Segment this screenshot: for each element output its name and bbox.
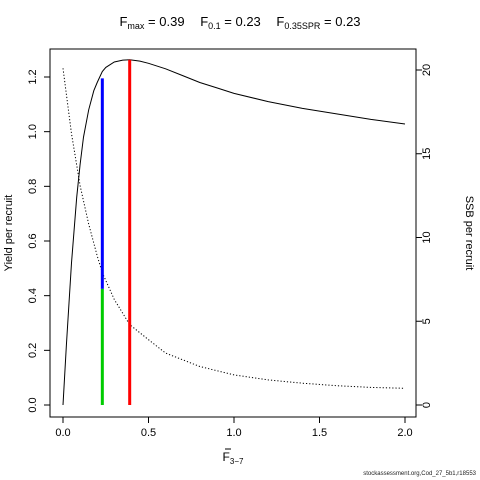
y-left-tick-label: 0.2 xyxy=(27,343,39,358)
x-tick-label: 2.0 xyxy=(397,427,412,439)
y-right-tick-label: 10 xyxy=(421,231,433,243)
x-tick-label: 1.0 xyxy=(226,427,241,439)
y-right-tick-label: 5 xyxy=(421,318,433,324)
x-tick-label: 0.5 xyxy=(141,427,156,439)
fspr-term: F0.35SPR = 0.23 xyxy=(276,14,361,31)
plot-frame xyxy=(49,48,417,418)
y-right-tick-label: 0 xyxy=(421,402,433,408)
x-axis-title: F3−7 xyxy=(223,450,244,466)
yield-per-recruit-line xyxy=(62,59,406,406)
y-left-tick-label: 0.8 xyxy=(27,179,39,194)
y-left-tick-label: 1.2 xyxy=(27,69,39,84)
y-right-axis-title: SSB per recruit xyxy=(463,196,475,271)
y-left-tick-label: 1.0 xyxy=(27,124,39,139)
source-footer: stockassessment.org,Cod_27_5b1,r18553 xyxy=(363,471,476,477)
fmax-term: Fmax = 0.39 xyxy=(119,14,185,31)
x-tick-label: 1.5 xyxy=(312,427,327,439)
f01-term: F0.1 = 0.23 xyxy=(200,14,261,31)
y-left-tick-label: 0.4 xyxy=(27,288,39,303)
y-left-tick-label: 0.6 xyxy=(27,233,39,248)
y-left-tick-label: 0.0 xyxy=(27,397,39,412)
y-left-axis-title: Yield per recruit xyxy=(3,195,15,272)
chart-title: Fmax = 0.39 F0.1 = 0.23 F0.35SPR = 0.23 xyxy=(0,14,480,31)
x-tick-label: 0.0 xyxy=(55,427,70,439)
y-right-tick-label: 15 xyxy=(421,148,433,160)
ssb-per-recruit-line xyxy=(62,68,406,389)
y-right-tick-label: 20 xyxy=(421,64,433,76)
